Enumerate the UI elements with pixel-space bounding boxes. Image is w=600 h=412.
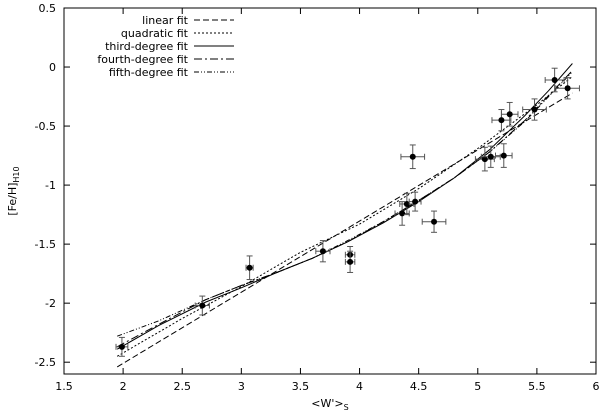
y-tick-label: -2 — [45, 297, 56, 310]
x-tick-label: 5.5 — [528, 380, 546, 393]
y-tick-label: -0.5 — [35, 120, 56, 133]
x-tick-label: 2.5 — [173, 380, 191, 393]
x-tick-label: 2 — [120, 380, 127, 393]
data-point — [555, 77, 580, 100]
data-point — [400, 144, 426, 170]
data-marker — [481, 156, 488, 163]
data-marker — [531, 106, 538, 113]
data-marker — [412, 198, 419, 205]
data-point — [245, 255, 254, 281]
data-point — [408, 191, 422, 212]
data-point — [344, 250, 356, 273]
x-tick-label: 4 — [356, 380, 363, 393]
data-point — [315, 240, 331, 263]
x-axis-label: <W'>S — [311, 397, 348, 412]
fit-curve-linear-fit — [116, 92, 573, 368]
legend-label: linear fit — [142, 14, 189, 27]
legend-label: fourth-degree fit — [97, 53, 188, 66]
fit-curves — [116, 63, 573, 368]
data-marker — [403, 200, 410, 207]
ticks: 1.5 2 2.5 3 3.5 4 4.5 5 5.5 6 -2.5 -2 -1.5 -1 -0.5 0 0.5 — [35, 2, 600, 393]
legend-label: quadratic fit — [121, 27, 189, 40]
data-point — [522, 98, 547, 121]
data-point — [491, 109, 512, 132]
data-marker — [564, 85, 571, 92]
data-marker — [431, 218, 438, 225]
data-marker — [498, 117, 505, 124]
x-tick-label: 3.5 — [292, 380, 310, 393]
fit-curve-quadratic-fit — [116, 76, 573, 357]
x-tick-label: 3 — [238, 380, 245, 393]
data-marker — [319, 248, 326, 255]
data-marker — [347, 258, 354, 265]
data-marker — [500, 152, 507, 159]
data-marker — [246, 264, 253, 271]
data-point — [115, 336, 129, 357]
data-points — [115, 67, 580, 357]
x-tick-label: 5 — [474, 380, 481, 393]
y-tick-label: 0 — [49, 61, 56, 74]
data-marker — [199, 302, 206, 309]
data-point — [495, 143, 513, 168]
x-tick-label: 1.5 — [55, 380, 73, 393]
fit-curve-fourth-degree-fit — [116, 70, 573, 348]
y-axis-label: [Fe/H]H10 — [6, 166, 21, 215]
y-tick-label: 0.5 — [39, 2, 57, 15]
data-marker — [399, 210, 406, 217]
legend-label: third-degree fit — [105, 40, 189, 53]
data-marker — [551, 77, 558, 84]
legend-label: fifth-degree fit — [109, 66, 189, 79]
data-marker — [487, 153, 494, 160]
fit-curve-third-degree-fit — [116, 63, 573, 350]
data-marker — [118, 343, 125, 350]
x-tick-label: 6 — [593, 380, 600, 393]
plot-frame — [63, 7, 597, 375]
x-tick-label: 4.5 — [410, 380, 428, 393]
data-marker — [506, 111, 513, 118]
data-point — [480, 145, 501, 168]
y-tick-label: -1.5 — [35, 238, 56, 251]
data-marker — [409, 153, 416, 160]
data-point — [500, 101, 519, 127]
fit-curve-fifth-degree-fit — [117, 71, 573, 337]
y-tick-label: -2.5 — [35, 356, 56, 369]
data-point — [544, 67, 565, 93]
data-point — [421, 210, 447, 233]
data-point — [194, 295, 210, 316]
y-tick-label: -1 — [45, 179, 56, 192]
